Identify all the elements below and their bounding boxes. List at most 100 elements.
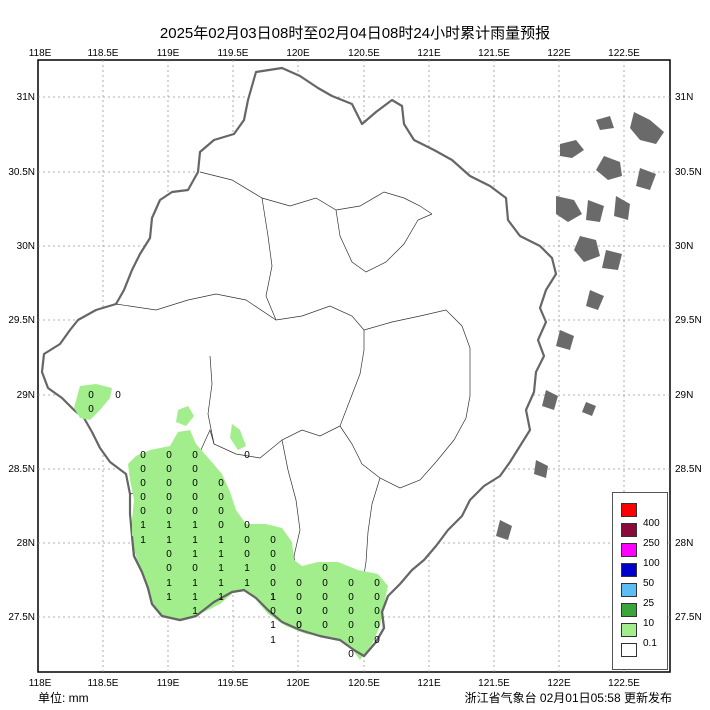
station-value: 1 (192, 606, 198, 617)
station-value: 0 (192, 563, 198, 574)
station-value: 0 (166, 492, 172, 503)
map-border (37, 59, 671, 673)
station-value: 1 (218, 549, 224, 560)
lon-label: 120.5E (348, 48, 380, 59)
lon-label: 122.5E (608, 48, 640, 59)
station-value: 1 (244, 578, 250, 589)
lat-label: 29N (17, 390, 35, 401)
legend-swatch (621, 603, 637, 617)
station-value: 0 (296, 592, 302, 603)
legend-label: 250 (643, 538, 660, 549)
station-value: 1 (140, 535, 146, 546)
lat-label: 28N (675, 538, 693, 549)
legend: 400 250 100 50 25 10 0.1 (612, 492, 668, 670)
station-value: 0 (270, 563, 276, 574)
lon-label: 120E (286, 678, 310, 689)
station-value: 0 (270, 606, 276, 617)
coastline-overlay (130, 535, 390, 658)
lon-label: 122E (547, 678, 571, 689)
station-value: 0 (218, 478, 224, 489)
rain-areas (74, 384, 388, 660)
station-value: 1 (192, 578, 198, 589)
station-value: 1 (140, 520, 146, 531)
lat-label: 30N (17, 241, 35, 252)
station-value: 0 (322, 620, 328, 631)
station-value: 1 (166, 535, 172, 546)
station-value: 0 (166, 549, 172, 560)
station-value: 1 (166, 520, 172, 531)
station-value: 0 (166, 464, 172, 475)
legend-swatch (621, 583, 637, 597)
station-value: 0 (88, 404, 94, 415)
station-value: 0 (140, 492, 146, 503)
lat-label: 28N (17, 538, 35, 549)
lat-label: 28.5N (675, 464, 702, 475)
lon-label: 119.5E (218, 48, 249, 59)
station-value: 0 (322, 563, 328, 574)
station-value: 1 (218, 578, 224, 589)
station-value: 0 (296, 606, 302, 617)
lon-label: 121.5E (478, 48, 510, 59)
station-value: 0 (140, 464, 146, 475)
station-value: 0 (322, 606, 328, 617)
unit-label: 单位: mm (38, 691, 89, 705)
station-value: 0 (270, 535, 276, 546)
station-value: 0 (88, 390, 94, 401)
station-value: 0 (192, 492, 198, 503)
station-value: 0 (244, 535, 250, 546)
lat-labels-right: 31N 30.5N 30N 29.5N 29N 28.5N 28N 27.5N (675, 92, 702, 623)
station-value: 1 (166, 592, 172, 603)
lon-label: 120.5E (348, 678, 380, 689)
lat-label: 29N (675, 390, 693, 401)
station-value: 0 (166, 506, 172, 517)
lat-label: 29.5N (675, 315, 702, 326)
lat-label: 31N (675, 92, 693, 103)
station-value: 0 (218, 506, 224, 517)
station-value: 0 (296, 606, 302, 617)
station-value: 0 (348, 620, 354, 631)
lat-label: 27.5N (675, 612, 702, 623)
legend-swatch (621, 543, 637, 557)
station-value: 0 (244, 549, 250, 560)
islands (496, 112, 664, 540)
lat-label: 30.5N (8, 167, 35, 178)
lon-labels-bottom: 118E 118.5E 119E 119.5E 120E 120.5E 121E… (29, 678, 640, 689)
legend-label: 25 (643, 598, 655, 609)
station-value: 1 (270, 592, 276, 603)
station-value: 0 (322, 592, 328, 603)
lat-labels-left: 31N 30.5N 30N 29.5N 29N 28.5N 28N 27.5N (8, 92, 35, 623)
legend-swatch (621, 503, 637, 517)
station-value: 1 (192, 549, 198, 560)
lon-label: 118E (29, 678, 52, 689)
map-title: 2025年02月03日08时至02月04日08时24小时累计雨量预报 (159, 25, 551, 42)
lon-label: 122E (547, 48, 571, 59)
station-value: 1 (192, 592, 198, 603)
station-value: 0 (166, 563, 172, 574)
station-value: 0 (140, 506, 146, 517)
lat-label: 30N (675, 241, 693, 252)
station-value: 0 (348, 649, 354, 660)
station-value: 0 (296, 620, 302, 631)
station-value: 0 (374, 592, 380, 603)
legend-label: 0.1 (643, 638, 657, 649)
station-value: 1 (192, 520, 198, 531)
lon-label: 118.5E (88, 678, 119, 689)
legend-swatch (621, 643, 637, 657)
station-value: 0 (348, 578, 354, 589)
lat-label: 27.5N (8, 612, 35, 623)
station-value: 1 (166, 578, 172, 589)
station-value: 0 (218, 492, 224, 503)
legend-label: 400 (643, 518, 660, 529)
issuer-label: 浙江省气象台 02月01日05:58 更新发布 (464, 691, 672, 705)
legend-label: 50 (643, 578, 655, 589)
station-value: 0 (192, 506, 198, 517)
lon-label: 119E (157, 678, 180, 689)
station-value: 1 (218, 563, 224, 574)
station-value: 1 (218, 535, 224, 546)
legend-swatch (621, 623, 637, 637)
station-value: 1 (244, 563, 250, 574)
lat-label: 29.5N (8, 315, 35, 326)
lon-label: 120E (286, 48, 310, 59)
station-value: 1 (270, 592, 276, 603)
